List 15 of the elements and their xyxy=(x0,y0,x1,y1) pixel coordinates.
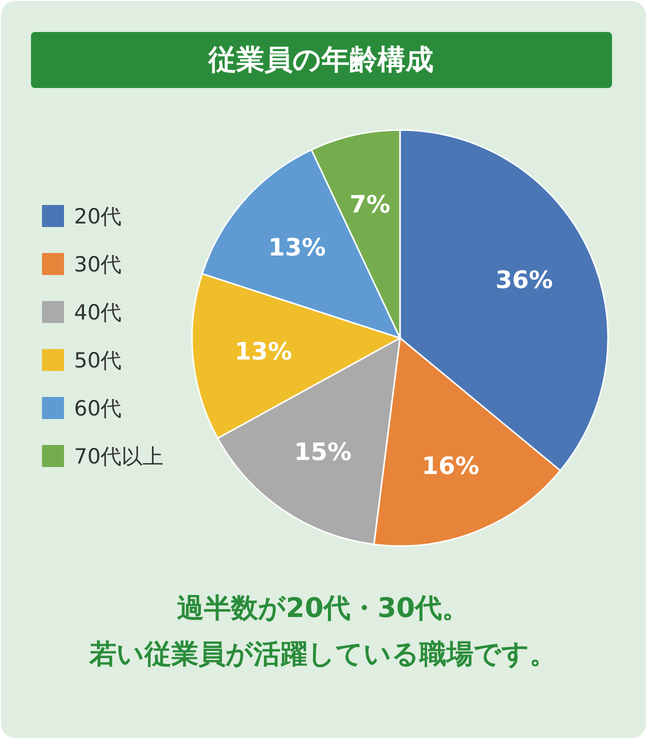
legend-label: 70代以上 xyxy=(74,444,164,468)
data-label: 13% xyxy=(268,234,326,262)
text: 過半数が20代・30代。 xyxy=(176,593,470,624)
text: 若い従業員が活躍している職場です。 xyxy=(88,639,556,670)
data-label: 7% xyxy=(350,190,390,218)
chart-title: 従業員の年齢構成 xyxy=(208,43,434,76)
legend-label: 40代 xyxy=(74,300,122,324)
legend-label: 50代 xyxy=(74,348,122,372)
legend-label: 20代 xyxy=(74,204,122,228)
data-label: 15% xyxy=(294,438,352,466)
data-label: 16% xyxy=(422,452,480,480)
data-label: 36% xyxy=(495,266,553,294)
legend-label: 60代 xyxy=(74,396,122,420)
data-label: 13% xyxy=(234,337,292,366)
legend-label: 30代 xyxy=(74,252,122,276)
